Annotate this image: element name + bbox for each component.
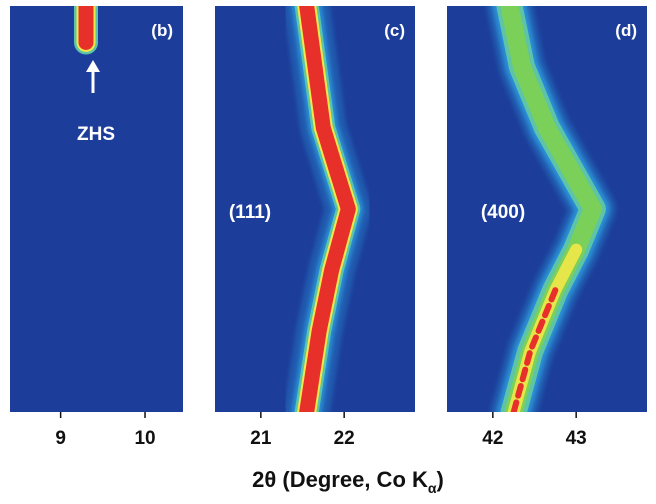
x-axis-label: 2θ (Degree, Co Kα) xyxy=(252,467,444,496)
panel-background xyxy=(10,6,183,412)
x-tick-label: 9 xyxy=(55,428,66,449)
peak-annotation: ZHS xyxy=(77,124,115,145)
x-tick-label: 43 xyxy=(566,428,587,449)
x-tick-label: 10 xyxy=(134,428,155,449)
panel-b: (b) ZHS 9 10 xyxy=(10,6,183,449)
x-tick-label: 42 xyxy=(482,428,503,449)
panel-label: (c) xyxy=(384,21,405,40)
panel-d: (d) (400) 42 43 xyxy=(447,6,647,449)
trace-peak xyxy=(299,6,356,412)
panel-label: (b) xyxy=(151,21,173,40)
arrow-up-icon xyxy=(86,60,100,93)
panel-label: (d) xyxy=(615,21,637,40)
peak-annotation: (400) xyxy=(481,202,525,223)
trace-lower-peak xyxy=(510,287,559,412)
intensity-trace xyxy=(283,6,372,412)
panel-c: (c) (111) 21 22 xyxy=(215,6,415,449)
peak-annotation: (111) xyxy=(229,202,271,223)
x-tick-label: 21 xyxy=(250,428,272,449)
intensity-trace xyxy=(486,6,616,412)
x-tick-label: 22 xyxy=(334,428,355,449)
